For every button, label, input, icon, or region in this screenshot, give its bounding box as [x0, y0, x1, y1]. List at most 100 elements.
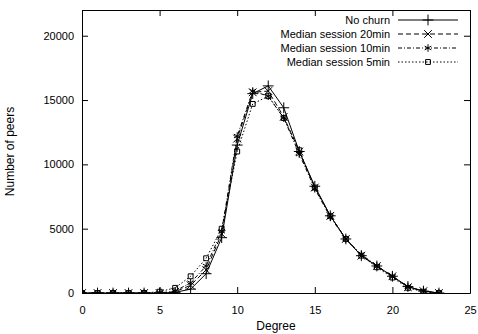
marker: [188, 274, 193, 279]
tick-mark: [82, 229, 88, 230]
marker: [141, 289, 148, 293]
marker: [343, 235, 350, 243]
legend-marker: [423, 15, 434, 26]
marker: [358, 251, 365, 259]
marker: [389, 272, 396, 280]
marker: [126, 291, 131, 293]
tick: [464, 293, 470, 294]
tick: [464, 229, 470, 230]
legend-entry: Median session 10min: [281, 42, 458, 54]
marker: [436, 289, 443, 293]
marker: [343, 237, 348, 242]
tick-mark: [464, 229, 470, 230]
tick-mark: [464, 36, 470, 37]
marker: [125, 289, 133, 293]
tick: 20: [387, 287, 399, 316]
tick-mark: [464, 100, 470, 101]
tick-mark: [464, 164, 470, 165]
marker: [359, 253, 364, 258]
legend-swatch: [398, 62, 458, 63]
legend-label: Median session 20min: [281, 28, 390, 40]
marker: [340, 234, 351, 245]
legend-label: Median session 5min: [287, 56, 390, 68]
tick: [464, 36, 470, 37]
marker: [92, 288, 103, 293]
legend: No churn Median session 20min Median sessi…: [281, 14, 458, 68]
marker: [373, 262, 381, 270]
tick: 5000: [50, 223, 88, 235]
marker: [390, 275, 395, 280]
marker: [278, 102, 289, 113]
tick-mark: [237, 287, 238, 293]
tick-mark: [160, 10, 161, 16]
marker: [374, 262, 381, 270]
tick-mark: [82, 100, 88, 101]
series-area: [82, 80, 444, 293]
tick-label: 20: [387, 304, 399, 316]
legend-label: Median session 10min: [281, 42, 390, 54]
tick-label: 25: [464, 304, 476, 316]
tick-label: 5: [157, 304, 163, 316]
marker: [234, 132, 241, 140]
axis-line: [470, 11, 471, 294]
marker: [94, 289, 101, 293]
tick-mark: [392, 10, 393, 16]
marker: [437, 291, 442, 293]
tick: [464, 100, 470, 101]
marker: [250, 101, 255, 106]
marker: [203, 262, 210, 270]
marker: [110, 289, 117, 293]
marker: [405, 283, 412, 291]
marker: [94, 289, 102, 293]
marker: [247, 88, 258, 99]
marker: [387, 271, 398, 282]
marker: [140, 289, 148, 293]
marker: [328, 213, 333, 218]
tick-mark: [464, 293, 470, 294]
marker: [108, 288, 119, 293]
marker: [156, 289, 164, 293]
marker: [82, 289, 86, 293]
marker: [95, 291, 100, 293]
marker: [235, 149, 240, 154]
marker: [297, 148, 302, 153]
marker: [374, 265, 379, 270]
tick: 20000: [43, 30, 88, 42]
x-axis-top: [83, 10, 471, 16]
marker: [82, 291, 84, 293]
tick: [315, 10, 316, 16]
marker: [435, 289, 443, 293]
tick: [392, 10, 393, 16]
tick-label: 0: [68, 287, 74, 299]
axis-line: [82, 11, 83, 294]
tick: [160, 10, 161, 16]
tick-label: 20000: [43, 30, 74, 42]
marker: [142, 291, 147, 293]
tick: 10: [232, 287, 244, 316]
marker: [294, 146, 305, 157]
marker: [219, 226, 224, 231]
tick-label: 15000: [43, 94, 74, 106]
chart: 051015202505000100001500020000DegreeNumb…: [0, 0, 478, 334]
tick-label: 5000: [50, 223, 74, 235]
tick-label: 10000: [43, 158, 74, 170]
marker: [389, 272, 397, 280]
tick-label: 15: [309, 304, 321, 316]
marker: [82, 288, 87, 293]
marker: [342, 235, 350, 243]
legend-label: No churn: [345, 14, 390, 26]
tick: [464, 164, 470, 165]
marker: [403, 281, 414, 292]
marker: [187, 279, 194, 287]
tick-mark: [315, 10, 316, 16]
y-axis: 0 5000 10000 15000 20000: [43, 11, 88, 300]
marker: [281, 116, 286, 121]
tick: 0: [68, 287, 88, 299]
marker: [82, 289, 85, 293]
x-axis-title: Degree: [256, 319, 296, 333]
marker: [173, 285, 178, 290]
tick: 10000: [43, 158, 88, 170]
tick: 15: [309, 287, 321, 316]
legend-entry: Median session 5min: [287, 56, 458, 68]
plot: 0 5 10 15 20 25 0 5000 10000 15000 20000: [43, 10, 476, 316]
